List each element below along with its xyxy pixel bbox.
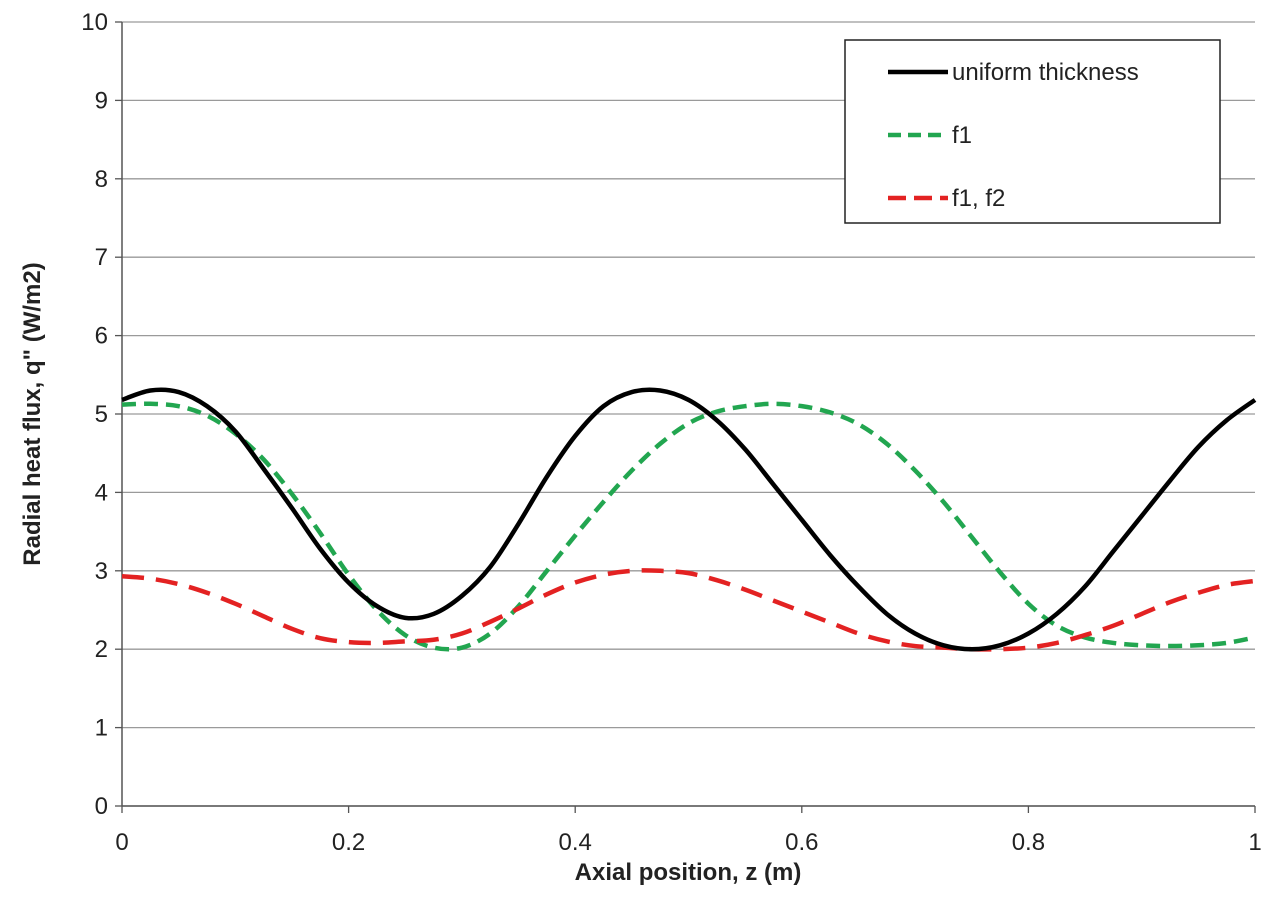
y-tick-label-10: 10 (81, 9, 108, 36)
y-tick-labels: 0 1 2 3 4 5 6 7 8 9 10 (81, 9, 108, 820)
y-tick-label-8: 8 (95, 166, 108, 193)
x-axis-title: Axial position, z (m) (575, 859, 802, 886)
x-tick-label-0.6: 0.6 (785, 829, 818, 856)
legend-label-f1-f2: f1, f2 (952, 185, 1005, 212)
y-tick-label-0: 0 (95, 793, 108, 820)
y-tick-label-2: 2 (95, 636, 108, 663)
series-line-uniform-thickness (121, 387, 1257, 652)
legend-label-uniform-thickness: uniform thickness (952, 59, 1139, 86)
y-tick-label-3: 3 (95, 558, 108, 585)
legend-label-f1: f1 (952, 122, 972, 149)
y-tick-label-4: 4 (95, 479, 108, 506)
legend: uniform thickness f1 f1, f2 (844, 39, 1221, 224)
series-lines (121, 387, 1257, 652)
x-tick-label-0.4: 0.4 (559, 829, 592, 856)
y-tick-label-5: 5 (95, 401, 108, 428)
x-tick-label-1: 1 (1248, 829, 1261, 856)
x-tick-label-0: 0 (115, 829, 128, 856)
y-tick-label-7: 7 (95, 244, 108, 271)
y-tick-label-6: 6 (95, 323, 108, 350)
y-tick-label-9: 9 (95, 87, 108, 114)
x-tick-label-0.8: 0.8 (1012, 829, 1045, 856)
x-tick-labels: 0 0.2 0.4 0.6 0.8 1 (115, 829, 1261, 856)
series-line-f1-f2 (121, 568, 1256, 652)
y-tick-label-1: 1 (95, 715, 108, 742)
x-tick-label-0.2: 0.2 (332, 829, 365, 856)
series-line-f1 (121, 401, 1256, 652)
y-axis-title: Radial heat flux, q" (W/m2) (19, 262, 46, 565)
axes (115, 21, 1256, 813)
